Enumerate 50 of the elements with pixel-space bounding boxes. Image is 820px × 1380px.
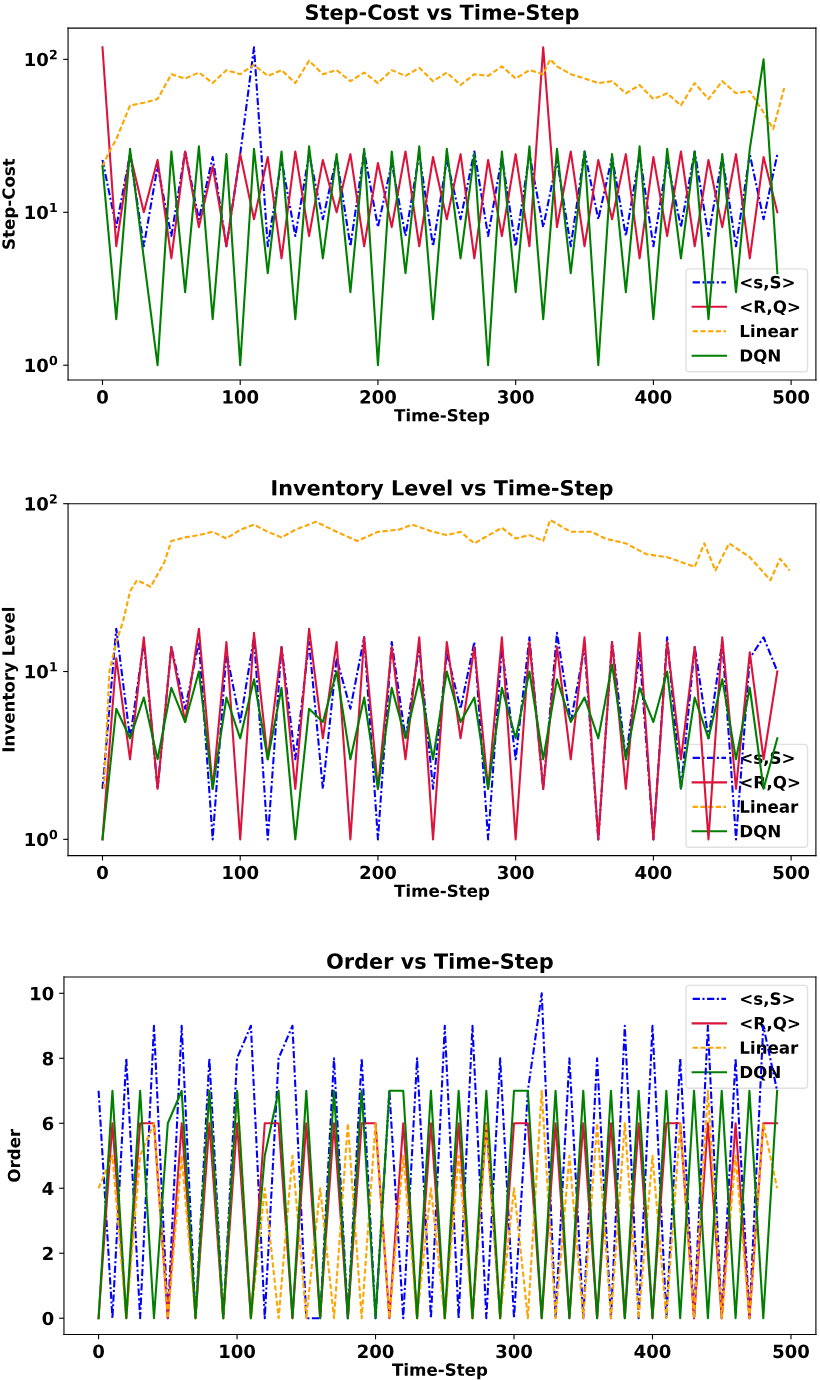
x-axis-title: Time-Step bbox=[394, 884, 490, 901]
line-series bbox=[101, 58, 786, 168]
x-tick-label: 500 bbox=[773, 865, 810, 880]
legend-label: DQN bbox=[740, 1065, 780, 1081]
x-tick-label: 0 bbox=[93, 1344, 104, 1359]
x-tick-label: 200 bbox=[358, 1344, 394, 1359]
x-tick-label: 0 bbox=[97, 390, 108, 404]
legend-label: DQN bbox=[740, 824, 780, 840]
x-tick-label: 200 bbox=[360, 390, 396, 404]
y-tick-label: 8 bbox=[42, 1051, 54, 1066]
x-tick-label: 0 bbox=[97, 865, 108, 880]
y-tick-label: 10$^{0}$ bbox=[25, 355, 58, 373]
x-tick-label: 100 bbox=[223, 390, 259, 404]
legend-label: <R,Q> bbox=[741, 1016, 800, 1032]
x-tick-label: 200 bbox=[360, 865, 396, 880]
x-tick-label: 400 bbox=[635, 390, 672, 404]
legend-label: <s,S> bbox=[741, 275, 794, 291]
legend-label: <R,Q> bbox=[741, 300, 800, 316]
legend-label: Linear bbox=[740, 324, 799, 338]
y-axis-title: Inventory Level bbox=[1, 607, 19, 752]
x-tick-label: 100 bbox=[223, 865, 259, 880]
legend-label: <s,S> bbox=[741, 992, 794, 1008]
y-tick-label: 6 bbox=[42, 1116, 54, 1131]
y-tick-label: 10$^{1}$ bbox=[25, 662, 57, 679]
x-tick-label: 500 bbox=[773, 390, 810, 404]
y-tick-label: 4 bbox=[42, 1181, 54, 1196]
x-tick-label: 300 bbox=[496, 1344, 532, 1359]
y-tick-label: 0 bbox=[42, 1311, 54, 1326]
y-tick-label: 10 bbox=[31, 986, 54, 1001]
x-axis-title: Time-Step bbox=[392, 1363, 488, 1380]
y-tick-label: 10$^{2}$ bbox=[25, 49, 57, 67]
legend-label: Linear bbox=[740, 1040, 799, 1054]
x-tick-label: 400 bbox=[634, 1344, 671, 1359]
legend-label: DQN bbox=[740, 349, 780, 365]
y-tick-label: 10$^{0}$ bbox=[25, 829, 58, 847]
y-axis-title: Order bbox=[7, 1128, 21, 1182]
y-tick-label: 10$^{2}$ bbox=[25, 494, 57, 511]
y-axis-title: Step-Cost bbox=[2, 158, 19, 249]
y-tick-label: 2 bbox=[43, 1246, 53, 1261]
x-tick-label: 300 bbox=[498, 865, 534, 880]
legend-label: Linear bbox=[740, 800, 799, 813]
chart-title: Order vs Time-Step bbox=[327, 952, 553, 974]
y-tick-label: 10$^{1}$ bbox=[25, 202, 57, 220]
x-tick-label: 300 bbox=[498, 390, 534, 404]
x-tick-label: 500 bbox=[773, 1344, 809, 1359]
chart-title: Inventory Level vs Time-Step bbox=[272, 479, 613, 500]
chart-title: Step-Cost vs Time-Step bbox=[306, 3, 579, 25]
x-tick-label: 400 bbox=[635, 865, 672, 880]
x-axis-title: Time-Step bbox=[394, 408, 490, 425]
x-tick-label: 100 bbox=[220, 1344, 256, 1359]
